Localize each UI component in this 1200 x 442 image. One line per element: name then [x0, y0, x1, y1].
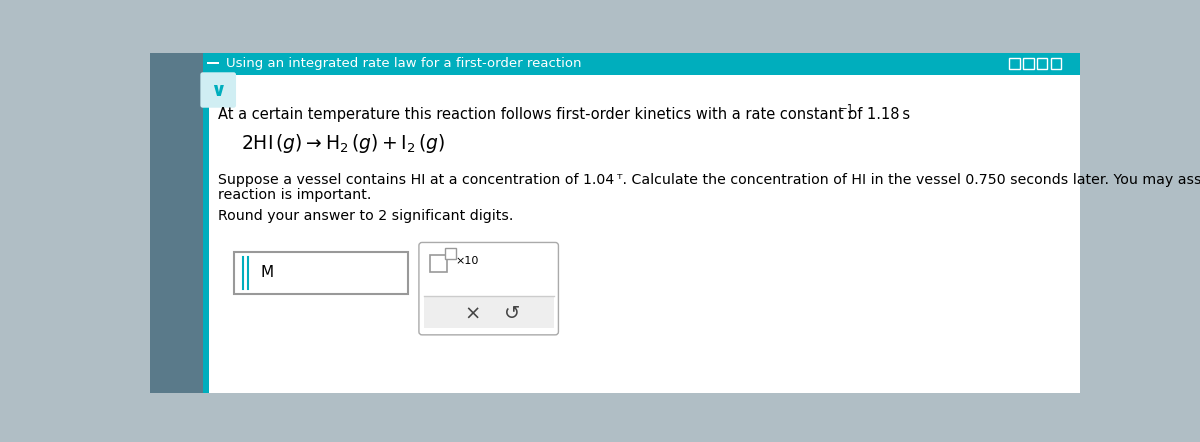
- FancyBboxPatch shape: [203, 53, 1080, 75]
- Text: M: M: [260, 265, 274, 280]
- Text: :: :: [847, 107, 852, 122]
- Text: ↺: ↺: [504, 304, 521, 323]
- Text: reaction is important.: reaction is important.: [218, 188, 372, 202]
- FancyBboxPatch shape: [424, 296, 553, 328]
- Text: ×: ×: [464, 304, 481, 323]
- Text: $2\mathrm{HI}\,(g) \rightarrow \mathrm{H_2}\,(g) + \mathrm{I_2}\,(g)$: $2\mathrm{HI}\,(g) \rightarrow \mathrm{H…: [241, 133, 446, 156]
- Text: ∨: ∨: [210, 81, 226, 100]
- FancyBboxPatch shape: [234, 251, 408, 294]
- Text: Suppose a vessel contains HI at a concentration of 1.04 ᵀ. Calculate the concent: Suppose a vessel contains HI at a concen…: [218, 173, 1200, 187]
- FancyBboxPatch shape: [200, 72, 236, 108]
- FancyBboxPatch shape: [419, 243, 558, 335]
- Text: Round your answer to 2 significant digits.: Round your answer to 2 significant digit…: [218, 209, 514, 223]
- FancyBboxPatch shape: [430, 255, 446, 272]
- FancyBboxPatch shape: [203, 53, 1080, 393]
- Text: At a certain temperature this reaction follows first-order kinetics with a rate : At a certain temperature this reaction f…: [218, 107, 911, 122]
- Text: −1: −1: [839, 104, 854, 114]
- FancyBboxPatch shape: [150, 53, 203, 393]
- Text: Using an integrated rate law for a first-order reaction: Using an integrated rate law for a first…: [226, 57, 582, 70]
- Text: ×10: ×10: [455, 256, 479, 266]
- FancyBboxPatch shape: [206, 61, 218, 64]
- FancyBboxPatch shape: [203, 75, 209, 393]
- FancyBboxPatch shape: [445, 248, 456, 259]
